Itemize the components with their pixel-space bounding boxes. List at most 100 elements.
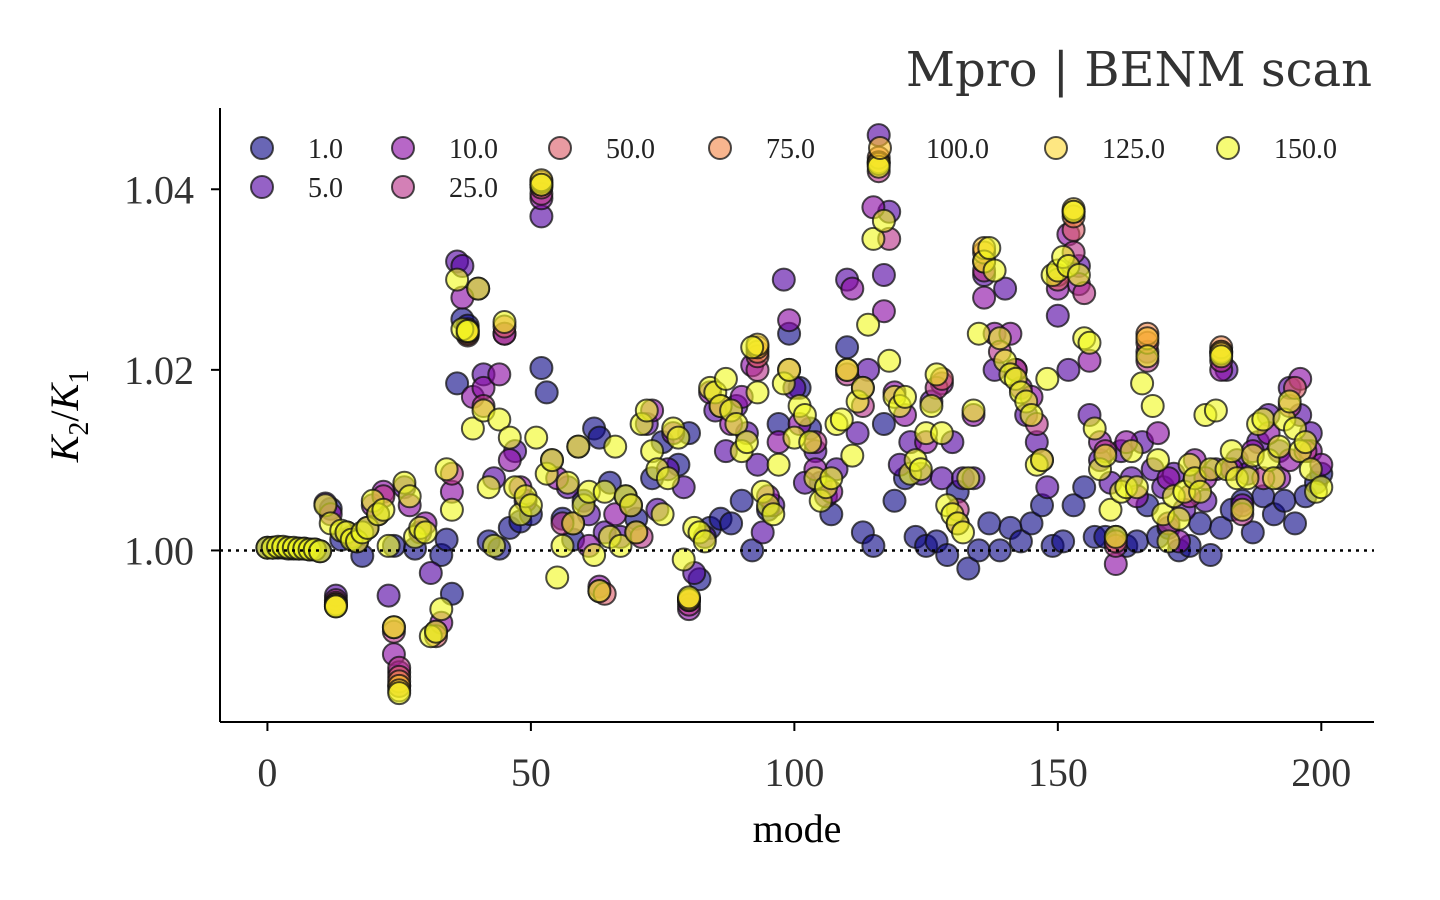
legend-item: 100.0 (868, 134, 989, 165)
data-point (655, 466, 680, 491)
data-point (845, 421, 870, 446)
data-point (561, 511, 586, 536)
data-point (434, 457, 459, 482)
data-point (1156, 529, 1181, 554)
x-tick-label: 100 (764, 750, 824, 795)
data-point (550, 533, 575, 558)
legend-item: 1.0 (250, 134, 343, 165)
data-point (1293, 430, 1318, 455)
data-point (929, 421, 954, 446)
data-point (766, 452, 791, 477)
data-point (777, 357, 802, 382)
data-point (1103, 524, 1128, 549)
data-point (829, 407, 854, 432)
legend-item: 50.0 (548, 134, 655, 165)
data-point (761, 502, 786, 527)
data-point (924, 362, 949, 387)
y-label-den: K (42, 381, 87, 411)
data-point (397, 484, 422, 509)
legend-marker (708, 136, 732, 160)
data-point (734, 430, 759, 455)
data-point (977, 511, 1002, 536)
data-point (861, 533, 886, 558)
data-point (1188, 479, 1213, 504)
legend-label: 125.0 (1102, 134, 1165, 165)
data-point (1209, 344, 1234, 369)
data-point (555, 470, 580, 495)
data-point (460, 416, 485, 441)
data-point (1135, 344, 1160, 369)
legend-label: 75.0 (766, 134, 815, 165)
data-point (1008, 529, 1033, 554)
data-point (972, 285, 997, 310)
data-point (840, 443, 865, 468)
data-point (993, 276, 1018, 301)
data-point (771, 267, 796, 292)
legend-label: 150.0 (1274, 134, 1337, 165)
data-point (424, 619, 448, 644)
data-point (792, 403, 817, 427)
legend-item: 150.0 (1216, 134, 1337, 165)
data-point (919, 394, 944, 418)
x-axis-label: mode (753, 806, 842, 851)
axes (219, 108, 1374, 723)
series-1.0 (255, 307, 1334, 606)
data-point (497, 448, 522, 473)
data-point (387, 681, 412, 706)
legend-item: 5.0 (250, 173, 343, 204)
data-point (429, 597, 454, 622)
data-point (634, 398, 659, 423)
y-axis-label: K2/K1 (42, 370, 95, 464)
data-point (861, 226, 886, 251)
data-point (534, 380, 559, 405)
data-point (1267, 434, 1292, 459)
y-tick-label: 1.04 (124, 167, 194, 212)
data-point (1098, 497, 1123, 522)
legend-marker (868, 136, 892, 160)
data-point (1198, 543, 1223, 567)
data-point (587, 579, 612, 604)
data-point (592, 479, 617, 504)
data-point (487, 407, 512, 432)
data-point (1077, 330, 1102, 355)
data-point (1119, 439, 1144, 464)
data-point (956, 466, 981, 491)
data-point (1130, 371, 1155, 396)
data-point (1203, 398, 1228, 423)
x-tick-label: 50 (511, 750, 551, 795)
data-point (308, 539, 333, 564)
legend-label: 10.0 (449, 134, 498, 165)
data-point (497, 425, 522, 450)
data-point (835, 335, 860, 360)
data-point (666, 425, 691, 450)
data-point (935, 543, 960, 567)
legend-item: 10.0 (391, 134, 498, 165)
x-axis-ticks: 0 50 100 150 200 (257, 722, 1351, 795)
x-tick-label: 200 (1291, 750, 1351, 795)
data-point (487, 362, 512, 387)
data-point (445, 371, 470, 396)
data-point (492, 310, 517, 334)
data-point (619, 493, 643, 518)
data-point (777, 308, 802, 333)
data-point (966, 538, 991, 563)
data-point (381, 615, 406, 640)
data-point (1061, 199, 1086, 224)
data-point (529, 172, 554, 197)
data-point (719, 511, 744, 536)
data-point (371, 497, 396, 522)
data-point (819, 466, 844, 491)
series-150.0 (255, 154, 1334, 706)
data-point (603, 434, 628, 459)
data-point (1230, 497, 1255, 522)
chart-title: Mpro | BENM scan (906, 42, 1372, 98)
data-point (692, 529, 717, 554)
data-point (540, 448, 564, 473)
legend-label: 5.0 (308, 173, 343, 204)
data-point (482, 533, 506, 558)
data-point (1035, 366, 1060, 391)
data-point (951, 520, 975, 545)
data-point (1146, 448, 1170, 473)
data-point (1056, 357, 1081, 382)
data-point (1167, 506, 1191, 531)
